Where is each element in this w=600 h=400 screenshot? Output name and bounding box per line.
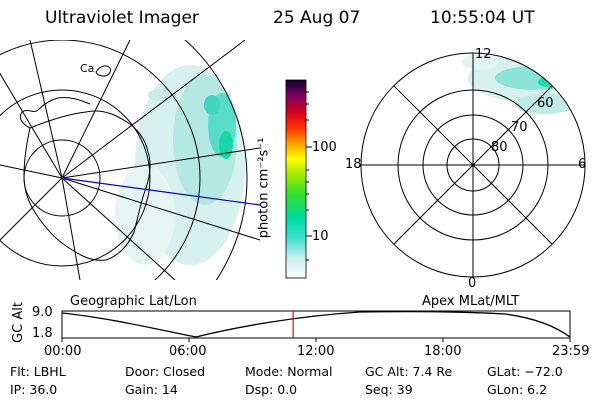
longitude-grid [0,40,260,280]
auroral-emission-left [115,65,245,265]
glat-info: GLat: −72.0 [487,364,563,379]
geographic-map [0,40,260,280]
mlat-label-80: 80 [491,140,508,155]
peninsula-coast [19,97,91,129]
auroral-emission-right [462,54,585,114]
gc-alt-info: GC Alt: 7.4 Re [365,364,453,379]
altitude-xtick-0000: 00:00 [44,344,82,359]
seq-info: Seq: 39 [365,382,413,397]
colorbar [285,79,307,279]
altitude-xtick-2359: 23:59 [552,344,590,359]
ip-info: IP: 36.0 [10,382,58,397]
colorbar-ticks [306,91,312,261]
date-label: 25 Aug 07 [273,8,361,28]
gain-info: Gain: 14 [125,382,178,397]
mlat-label-60: 60 [537,96,554,111]
altitude-ytick-high: 9.0 [32,305,53,320]
left-panel-caption: Geographic Lat/Lon [70,294,197,309]
colorbar-unit-label: photon cm⁻²s⁻¹ [256,137,272,239]
altitude-ylabel: GC Alt [10,302,26,343]
mlt-label-6: 6 [578,157,587,172]
dsp-info: Dsp: 0.0 [245,382,298,397]
door-info: Door: Closed [125,364,206,379]
satellite-trace [61,177,260,206]
mlt-label-12: 12 [475,47,492,62]
filter-info: Flt: LBHL [10,364,66,379]
mlt-label-0: 0 [468,276,477,291]
altitude-ytick-low: 1.8 [32,326,53,341]
instrument-title: Ultraviolet Imager [45,8,199,28]
altitude-xtick-1200: 12:00 [297,344,335,359]
mlt-grid [361,53,585,277]
time-label: 10:55:04 UT [430,8,535,28]
coastline [23,110,151,261]
mlat-label-70: 70 [511,120,528,135]
altitude-xtick-1800: 18:00 [424,344,462,359]
colorbar-tick-10: 10 [312,229,329,244]
mlt-label-18: 18 [345,157,362,172]
colorbar-tick-100: 100 [312,140,337,155]
mode-info: Mode: Normal [245,364,333,379]
glon-info: GLon: 6.2 [487,382,548,397]
altitude-xtick-0600: 06:00 [169,344,207,359]
island-coast [95,65,111,77]
map-label: Ca [80,62,94,75]
right-panel-caption: Apex MLat/MLT [422,294,520,309]
